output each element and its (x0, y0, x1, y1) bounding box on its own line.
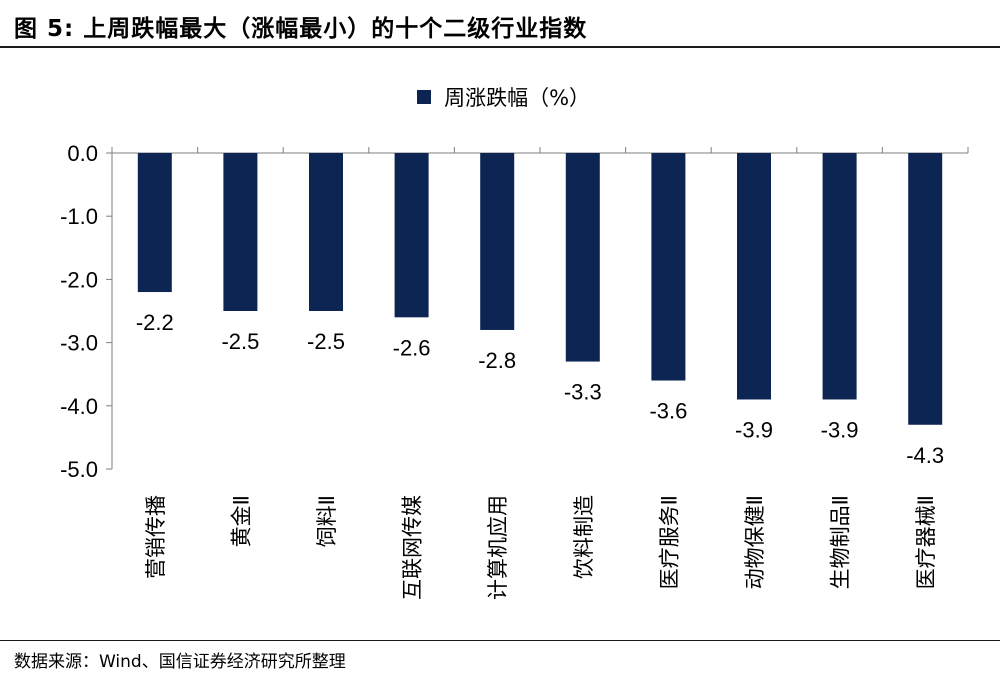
bar (223, 153, 258, 311)
y-tick-label: -5.0 (60, 457, 98, 482)
x-category-label: 医疗器械Ⅱ (914, 495, 938, 589)
x-category-label: 营销传播 (144, 495, 168, 579)
data-labels: -2.2 -2.5 -2.5 -2.6 -2.8 -3.3 -3.6 -3.9 -3.9 -4.3 (136, 310, 944, 468)
bar (394, 153, 429, 318)
y-tick-label: -1.0 (60, 204, 98, 229)
y-tick-label: -2.0 (60, 267, 98, 292)
bars (137, 153, 943, 425)
data-label: -3.6 (649, 399, 687, 424)
data-label: -2.2 (136, 310, 174, 335)
bar (822, 153, 857, 400)
legend-swatch (417, 90, 431, 104)
legend: 周涨跌幅（%） (417, 82, 590, 114)
data-label: -3.9 (821, 417, 859, 442)
bar (309, 153, 343, 311)
data-label: -3.9 (735, 417, 773, 442)
data-label: -2.6 (393, 335, 431, 360)
data-label: -2.5 (307, 329, 345, 354)
x-category-label: 医疗服务Ⅱ (657, 495, 681, 589)
data-label: -4.3 (906, 443, 944, 468)
x-category-label: 互联网传媒 (401, 495, 425, 600)
y-tick-label: -3.0 (60, 331, 98, 356)
bar-chart: 0.0 -1.0 -2.0 -3.0 -4.0 -5.0 -2.2 -2.5 -2.5 -2.6… (60, 141, 969, 600)
source-bar: 数据来源：Wind、国信证券经济研究所整理 (0, 640, 1000, 675)
x-category-label: 饲料Ⅱ (315, 495, 339, 547)
title-bar: 图 5: 上周跌幅最大（涨幅最小）的十个二级行业指数 (0, 0, 1000, 48)
x-category-label: 黄金Ⅱ (229, 495, 253, 547)
bar (737, 153, 771, 400)
bar (908, 153, 943, 425)
bar (565, 153, 600, 362)
bar (480, 153, 515, 330)
x-category-label: 饮料制造 (572, 495, 596, 579)
bar (137, 153, 172, 293)
source-note: 数据来源：Wind、国信证券经济研究所整理 (14, 652, 346, 672)
x-axis-categories: 营销传播 黄金Ⅱ 饲料Ⅱ 互联网传媒 计算机应用 饮料制造 医疗服务Ⅱ 动物保健Ⅱ 生物制品Ⅱ 医… (144, 495, 938, 600)
data-label: -2.8 (478, 348, 516, 373)
data-label: -3.3 (564, 380, 602, 405)
legend-label: 周涨跌幅（%） (444, 86, 591, 110)
y-tick-label: 0.0 (67, 141, 98, 166)
data-label: -2.5 (221, 329, 259, 354)
x-category-label: 生物制品Ⅱ (829, 495, 853, 589)
figure-title: 图 5: 上周跌幅最大（涨幅最小）的十个二级行业指数 (14, 16, 588, 42)
x-category-label: 动物保健Ⅱ (743, 495, 767, 589)
bar (651, 153, 686, 381)
x-category-label: 计算机应用 (486, 495, 510, 600)
y-tick-label: -4.0 (60, 394, 98, 419)
